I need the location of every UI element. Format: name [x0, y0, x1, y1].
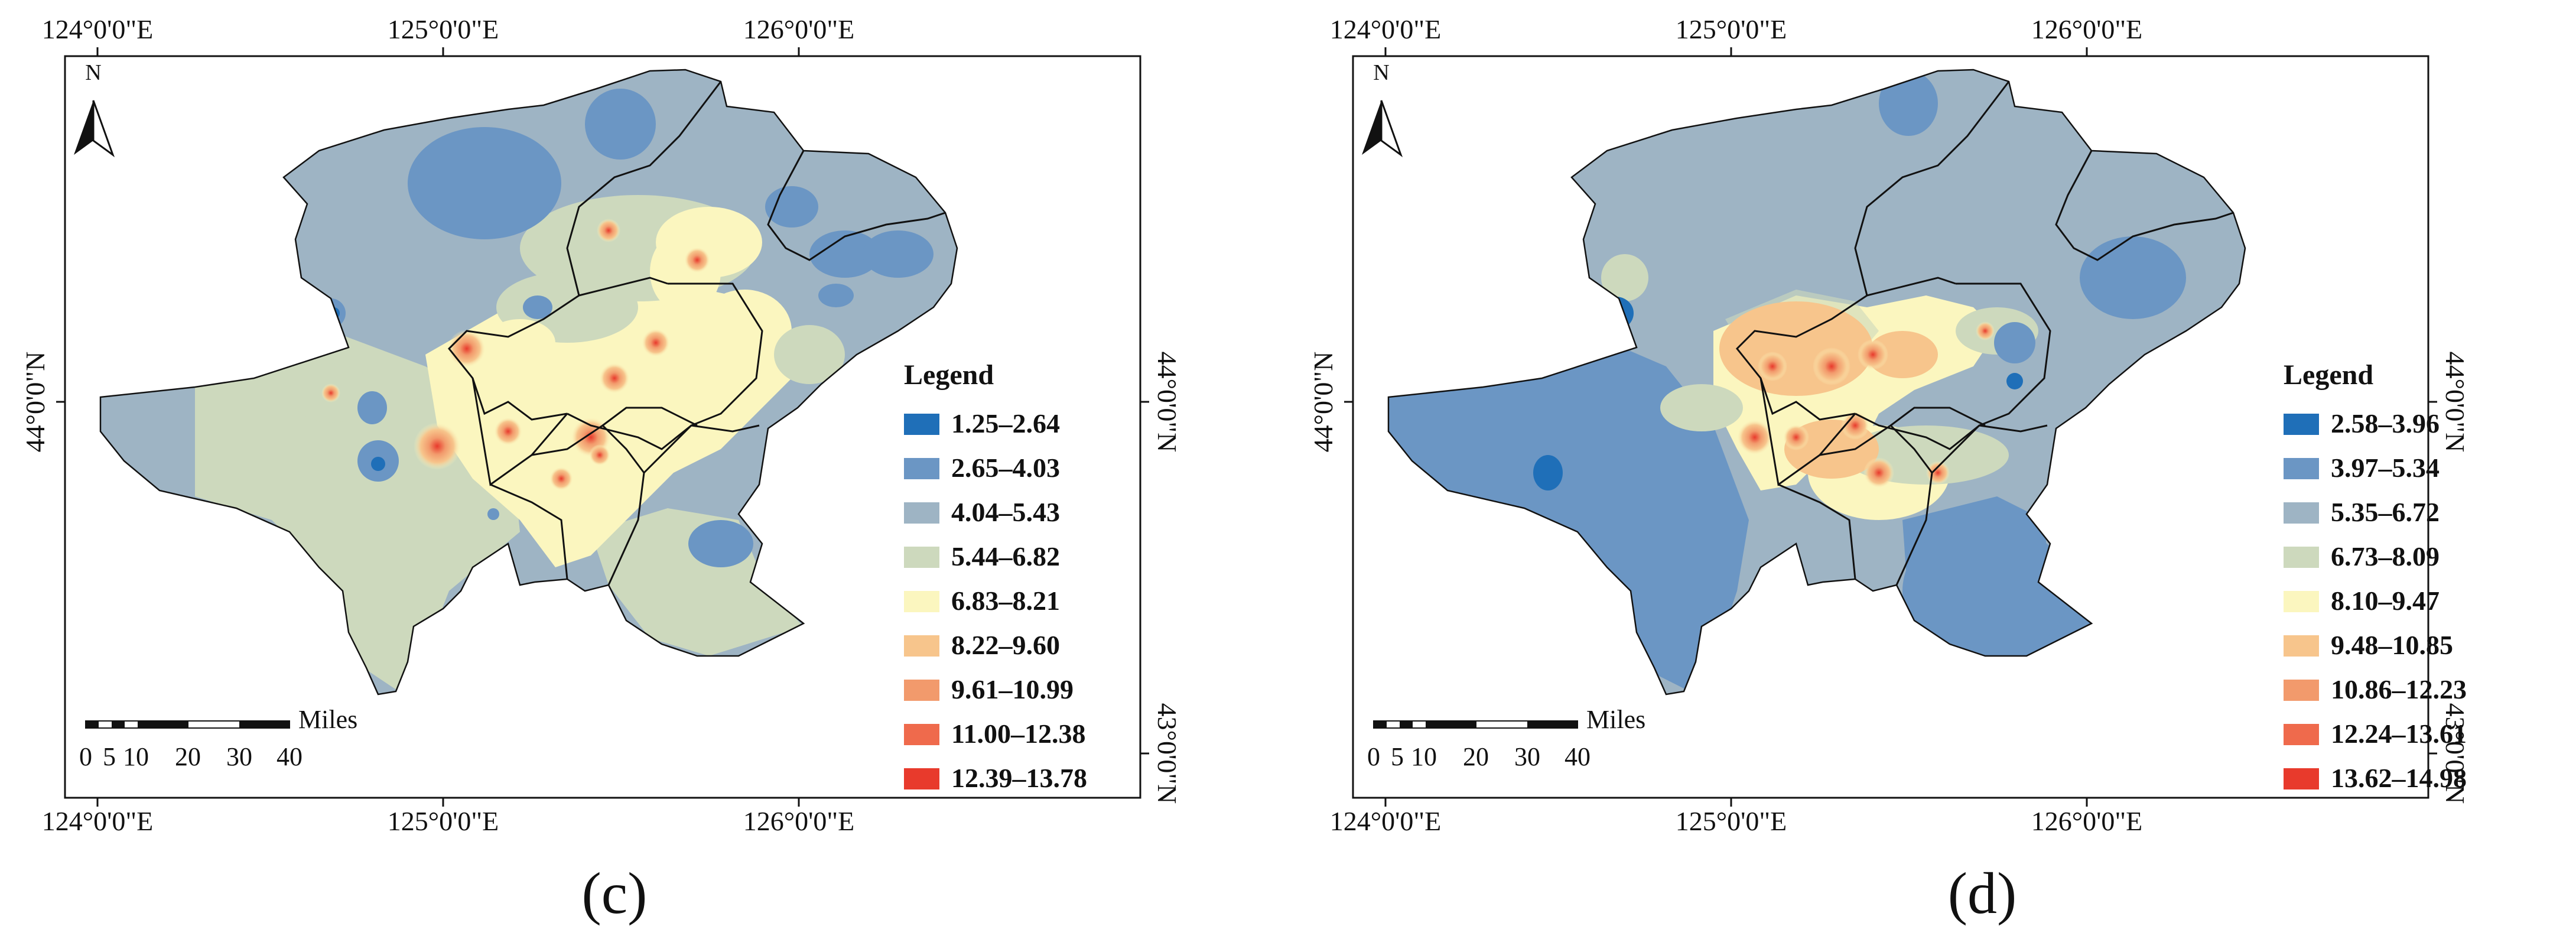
- legend-swatch: [904, 502, 939, 524]
- scale-tick-0: 0: [79, 742, 92, 771]
- right-tick-44: 44°0'0"N: [2440, 352, 2470, 453]
- legend-label: 11.00–12.38: [951, 719, 1085, 749]
- map-c-svg: N Miles 0 5 10 20 30 40 Legend 1.25–2.64…: [20, 14, 1182, 926]
- graticule-labels: 124°0'0"E 125°0'0"E 126°0'0"E 124°0'0"E …: [20, 14, 1182, 836]
- bottom-tick-126: 126°0'0"E: [2031, 806, 2143, 836]
- top-tick-125: 125°0'0"E: [1676, 14, 1787, 44]
- legend: Legend 2.58–3.96 3.97–5.34 5.35–6.72 6.73–8…: [2284, 359, 2467, 793]
- scale-tick-40: 40: [1565, 742, 1591, 771]
- legend-swatch: [2284, 680, 2319, 701]
- legend: Legend 1.25–2.64 2.65–4.03 4.04–5.43 5.44–6…: [904, 359, 1087, 793]
- legend-swatch: [904, 591, 939, 612]
- scale-tick-5: 5: [103, 742, 116, 771]
- legend-label: 10.86–12.23: [2331, 674, 2467, 704]
- legend-label: 12.39–13.78: [951, 763, 1087, 793]
- legend-label: 4.04–5.43: [951, 497, 1060, 527]
- bottom-tick-124: 124°0'0"E: [42, 806, 154, 836]
- legend-title: Legend: [904, 359, 994, 391]
- scale-tick-30: 30: [1514, 742, 1540, 771]
- scale-tick-5: 5: [1391, 742, 1404, 771]
- legend-swatch: [904, 635, 939, 657]
- legend-swatch: [904, 724, 939, 745]
- scale-tick-0: 0: [1367, 742, 1380, 771]
- legend-label: 2.65–4.03: [951, 453, 1060, 483]
- scale-tick-10: 10: [123, 742, 149, 771]
- legend-label: 5.35–6.72: [2331, 497, 2440, 527]
- legend-swatch: [904, 768, 939, 789]
- scale-unit: Miles: [1586, 705, 1645, 734]
- panel-caption-c: (c): [582, 860, 648, 926]
- top-tick-124: 124°0'0"E: [42, 14, 154, 44]
- district-boundaries: [447, 81, 946, 586]
- top-tick-125: 125°0'0"E: [388, 14, 499, 44]
- map-frame: [1352, 55, 2429, 799]
- study-area-boundary: [1387, 69, 2246, 696]
- legend-swatch: [2284, 591, 2319, 612]
- legend-label: 6.73–8.09: [2331, 541, 2440, 571]
- panel-caption-d: (d): [1948, 860, 2017, 926]
- legend-label: 5.44–6.82: [951, 541, 1060, 571]
- top-tick-126: 126°0'0"E: [2031, 14, 2143, 44]
- legend-label: 2.58–3.96: [2331, 408, 2440, 438]
- scale-tick-20: 20: [1463, 742, 1489, 771]
- north-label: N: [1373, 60, 1389, 85]
- legend-label: 8.22–9.60: [951, 630, 1060, 660]
- north-arrow-icon: N: [74, 60, 115, 158]
- legend-label: 9.61–10.99: [951, 674, 1074, 704]
- legend-swatch: [2284, 502, 2319, 524]
- graticule-labels: 124°0'0"E 125°0'0"E 126°0'0"E 124°0'0"E …: [1308, 14, 2470, 836]
- legend-swatch: [904, 458, 939, 479]
- scale-tick-10: 10: [1411, 742, 1437, 771]
- district-boundaries: [1735, 81, 2234, 586]
- legend-label: 9.48–10.85: [2331, 630, 2453, 660]
- bottom-tick-126: 126°0'0"E: [743, 806, 855, 836]
- map-d-svg: N Miles 0 5 10 20 30 40 Legend 2.58–3.96…: [1308, 14, 2470, 926]
- bottom-tick-124: 124°0'0"E: [1330, 806, 1442, 836]
- north-label: N: [85, 60, 101, 85]
- legend-label: 6.83–8.21: [951, 586, 1060, 616]
- left-tick-44: 44°0'0"N: [20, 352, 50, 453]
- scale-tick-40: 40: [277, 742, 303, 771]
- legend-label: 12.24–13.61: [2331, 719, 2467, 749]
- scale-unit: Miles: [298, 705, 357, 734]
- legend-label: 13.62–14.98: [2331, 763, 2467, 793]
- bottom-tick-125: 125°0'0"E: [1676, 806, 1787, 836]
- legend-swatch: [2284, 414, 2319, 435]
- legend-title: Legend: [2284, 359, 2373, 391]
- map-panel-d: N Miles 0 5 10 20 30 40 Legend 2.58–3.96…: [1288, 0, 2576, 952]
- legend-swatch: [2284, 547, 2319, 568]
- map-panel-c: N Miles 0 5 10 20 30 40 Legend 1.25–2.64…: [20, 14, 1182, 926]
- north-arrow-icon: N: [1362, 60, 1403, 158]
- scale-tick-30: 30: [226, 742, 252, 771]
- legend-label: 8.10–9.47: [2331, 586, 2440, 616]
- legend-label: 1.25–2.64: [951, 408, 1060, 438]
- map-frame: [64, 55, 1141, 799]
- legend-swatch: [2284, 768, 2319, 789]
- right-tick-43: 43°0'0"N: [2440, 703, 2470, 804]
- study-area-boundary: [99, 69, 958, 696]
- legend-swatch: [904, 547, 939, 568]
- legend-swatch: [2284, 724, 2319, 745]
- right-tick-44: 44°0'0"N: [1152, 352, 1182, 453]
- legend-swatch: [904, 414, 939, 435]
- scale-bar: Miles 0 5 10 20 30 40: [79, 705, 357, 771]
- scale-tick-20: 20: [175, 742, 201, 771]
- bottom-tick-125: 125°0'0"E: [388, 806, 499, 836]
- legend-swatch: [904, 680, 939, 701]
- top-tick-124: 124°0'0"E: [1330, 14, 1442, 44]
- legend-label: 3.97–5.34: [2331, 453, 2440, 483]
- legend-swatch: [2284, 635, 2319, 657]
- legend-swatch: [2284, 458, 2319, 479]
- scale-bar: Miles 0 5 10 20 30 40: [1367, 705, 1645, 771]
- top-tick-126: 126°0'0"E: [743, 14, 855, 44]
- left-tick-44: 44°0'0"N: [1308, 352, 1338, 453]
- right-tick-43: 43°0'0"N: [1152, 703, 1182, 804]
